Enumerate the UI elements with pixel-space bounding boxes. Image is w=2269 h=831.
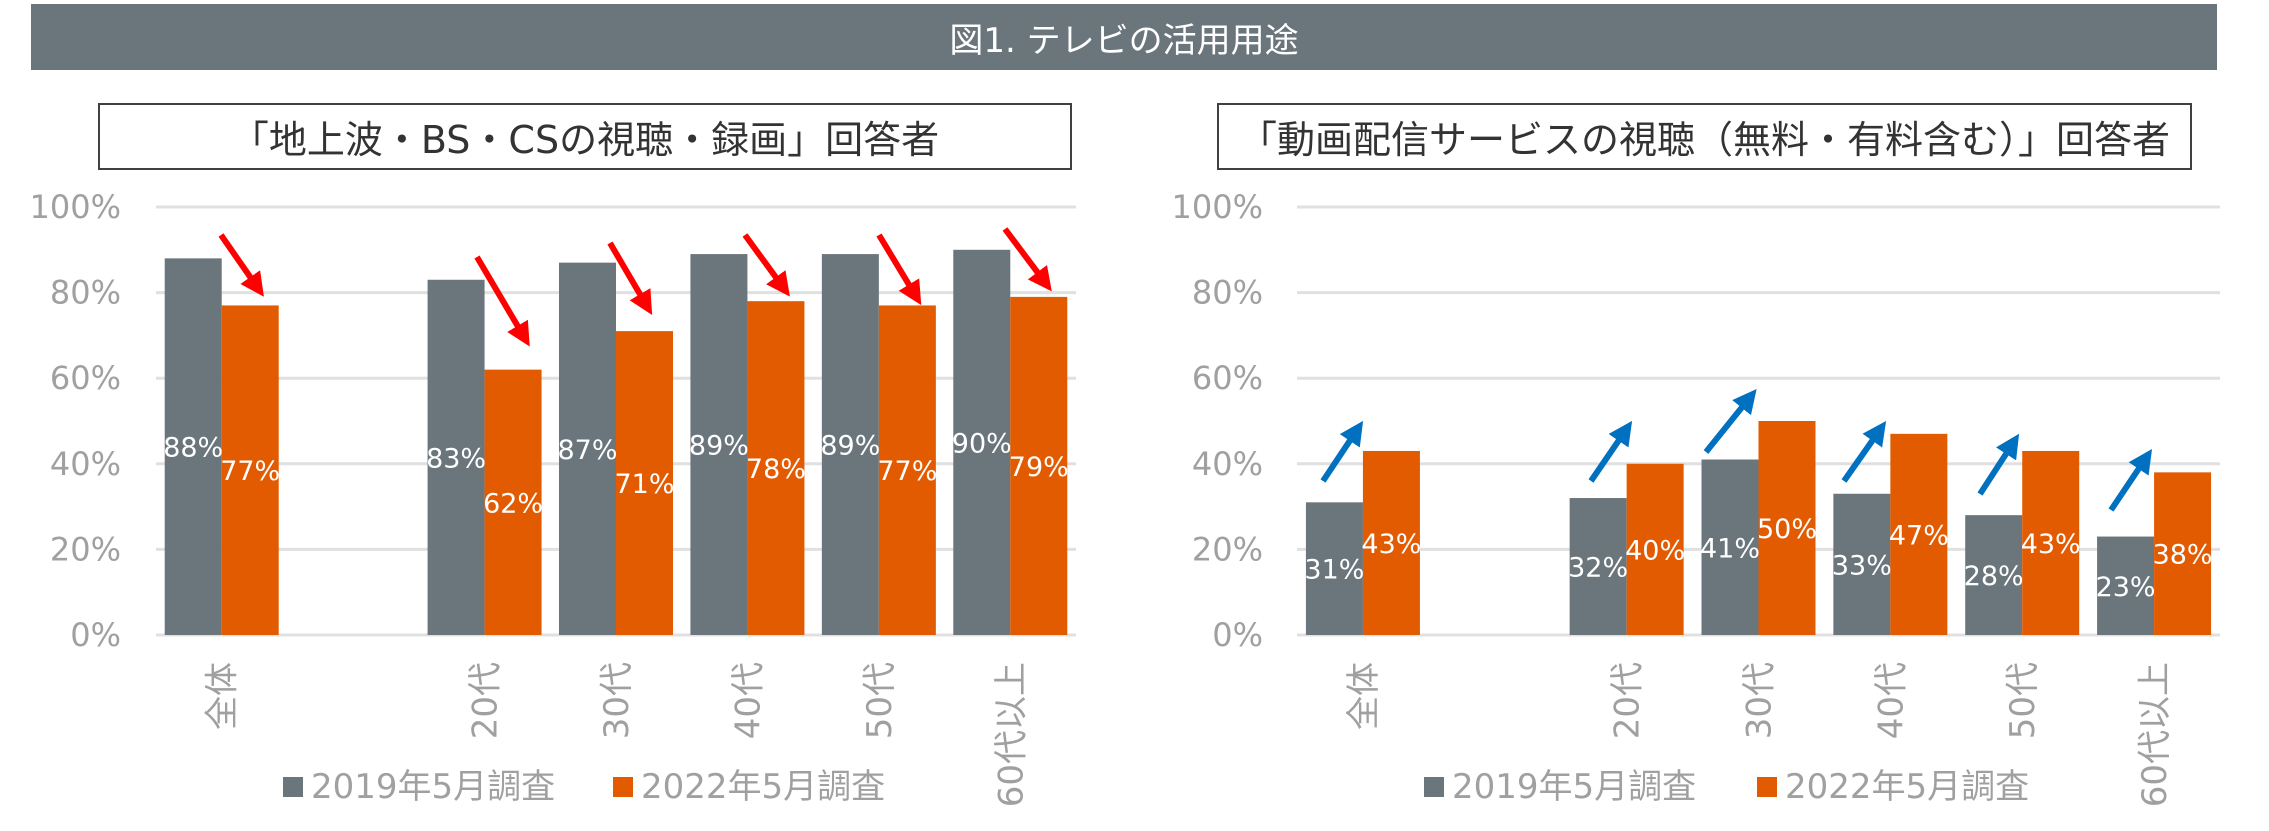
y-tick-label: 80% [1192,274,1263,312]
x-tick-label: 20代 [1608,662,1648,739]
y-tick-label: 100% [1172,188,1263,226]
bar-2022 [1362,450,1420,635]
y-tick-label: 60% [1192,359,1263,397]
y-tick-label: 80% [50,274,121,312]
bar-2022 [221,305,279,635]
legend-swatch [1757,777,1777,797]
legend-swatch [283,777,303,797]
y-tick-label: 0% [70,616,121,654]
legend-label: 2019年5月調査 [1452,767,1696,807]
bar-2019 [821,254,879,635]
data-label: 31% [1304,555,1364,586]
bar-2019 [1569,498,1627,635]
data-label: 50% [1757,514,1817,545]
increase-arrow-icon [2108,449,2153,512]
bar-2022 [1010,296,1068,635]
legend-swatch [613,777,633,797]
data-label: 83% [426,443,486,474]
legend-swatch [1424,777,1444,797]
bar-2019 [690,254,748,635]
x-tick-label: 50代 [2003,662,2043,739]
x-tick-label: 40代 [728,662,768,739]
x-tick-label: 30代 [1740,662,1780,739]
bar-2022 [1758,421,1816,635]
data-label: 77% [877,456,937,487]
x-tick-label: 50代 [860,662,900,739]
data-label: 38% [2153,540,2213,571]
data-label: 89% [689,431,749,462]
data-label: 62% [483,488,543,519]
legend-label: 2022年5月調査 [1785,767,2029,807]
bar-2022 [616,331,673,635]
data-label: 89% [820,431,880,462]
increase-arrow-icon [1703,388,1757,454]
data-label: 43% [1361,529,1421,560]
decrease-arrow-icon [474,255,530,347]
decrease-arrow-icon [876,233,922,306]
y-tick-label: 20% [1192,530,1263,568]
decrease-arrow-icon [607,241,653,315]
x-tick-label: 全体 [203,662,243,730]
bar-2022 [747,301,805,635]
data-label: 43% [2021,529,2081,560]
data-label: 47% [1889,520,1949,551]
x-tick-label: 60代以上 [2135,662,2175,807]
chart-title-box-left: 「地上波・BS・CSの視聴・録画」回答者 [98,103,1072,170]
data-label: 41% [1700,533,1760,564]
increase-arrow-icon [1977,433,2020,496]
bar-2022 [878,305,936,635]
y-tick-label: 40% [1192,445,1263,483]
y-tick-label: 0% [1212,616,1263,654]
data-label: 33% [1832,550,1892,581]
y-tick-label: 40% [50,445,121,483]
bar-2019 [2097,536,2155,635]
increase-arrow-icon [1841,421,1887,483]
bar-2022 [2154,472,2212,635]
data-label: 79% [1009,452,1069,483]
x-tick-label: 40代 [1871,662,1911,739]
legend-label: 2022年5月調査 [641,767,885,807]
chart-title-left: 「地上波・BS・CSの視聴・録画」回答者 [230,118,940,162]
figure-header: 図1. テレビの活用用途 [31,4,2217,70]
bar-2019 [953,249,1011,636]
data-label: 87% [557,435,617,466]
y-tick-label: 100% [30,188,121,226]
bar-2022 [2022,450,2080,635]
x-tick-label: 全体 [1344,662,1384,730]
x-tick-label: 60代以上 [991,662,1031,807]
data-label: 32% [1568,553,1628,584]
chart-title-right: 「動画配信サービスの視聴（無料・有料含む）」回答者 [1238,118,2170,162]
bar-2019 [427,279,485,635]
data-label: 23% [2096,572,2156,603]
increase-arrow-icon [1588,420,1633,483]
y-tick-label: 20% [50,530,121,568]
chart-title-box-right: 「動画配信サービスの視聴（無料・有料含む）」回答者 [1217,103,2192,170]
bar-2022 [484,369,542,635]
decrease-arrow-icon [1002,227,1052,292]
data-label: 71% [614,469,674,500]
bar-2019 [1701,459,1759,635]
increase-arrow-icon [1320,420,1364,483]
data-label: 40% [1625,535,1685,566]
figure-title: 図1. テレビの活用用途 [949,20,1299,61]
bar-2019 [164,258,222,635]
x-tick-label: 20代 [466,662,506,739]
data-label: 77% [220,456,280,487]
bar-2019 [1305,502,1363,635]
bar-2022 [1626,463,1684,635]
bar-2019 [1833,493,1891,635]
decrease-arrow-icon [742,233,790,297]
data-label: 88% [163,433,223,464]
data-label: 78% [746,454,806,485]
y-tick-label: 60% [50,359,121,397]
bar-2019 [559,262,616,635]
x-tick-label: 30代 [597,662,637,739]
decrease-arrow-icon [218,233,264,297]
data-label: 28% [1964,561,2024,592]
bar-2022 [1890,433,1948,635]
bar-2019 [1965,515,2023,635]
legend-label: 2019年5月調査 [311,767,555,807]
data-label: 90% [952,428,1012,459]
